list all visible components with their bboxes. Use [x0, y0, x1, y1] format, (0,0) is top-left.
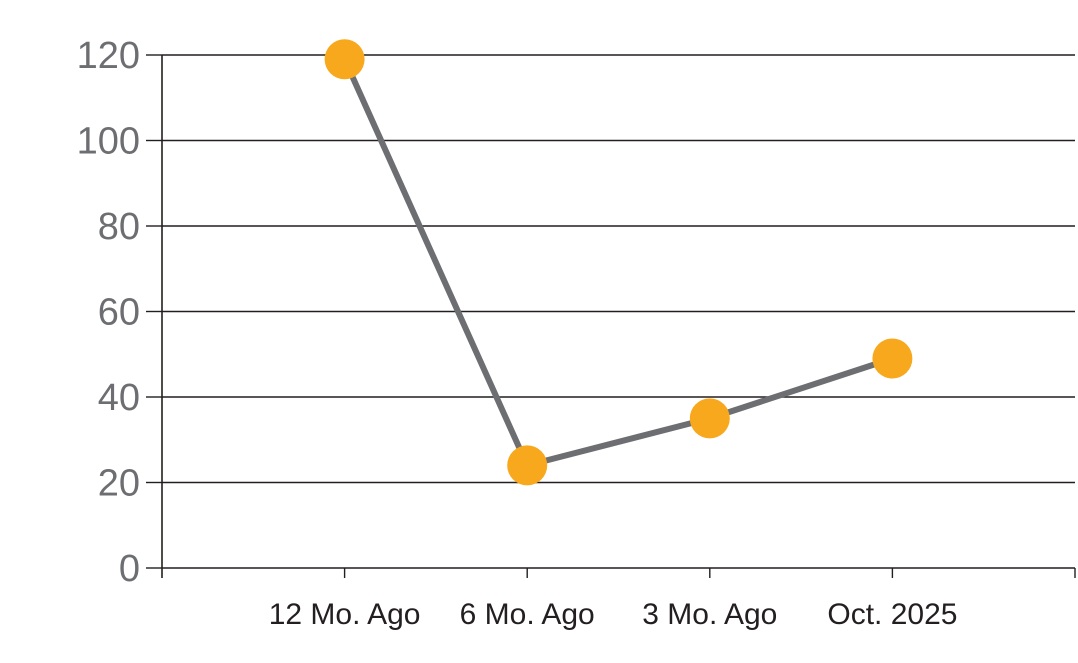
x-tick-label-3: Oct. 2025 [827, 598, 957, 631]
x-tick-label-1: 6 Mo. Ago [460, 598, 595, 631]
y-tick-label-0: 0 [119, 548, 140, 590]
y-tick-label-100: 100 [77, 121, 140, 163]
data-point-marker-0 [324, 39, 365, 80]
data-point-marker-3 [872, 338, 913, 379]
y-tick-label-60: 60 [98, 292, 140, 334]
y-tick-label-80: 80 [98, 206, 140, 248]
y-tick-label-40: 40 [98, 377, 140, 419]
data-point-marker-2 [689, 398, 730, 439]
x-tick-label-2: 3 Mo. Ago [642, 598, 777, 631]
x-tick-label-0: 12 Mo. Ago [269, 598, 421, 631]
y-tick-label-120: 120 [77, 35, 140, 77]
data-series-line [341, 56, 896, 469]
data-point-marker-1 [507, 445, 548, 486]
y-tick-label-20: 20 [98, 463, 140, 505]
